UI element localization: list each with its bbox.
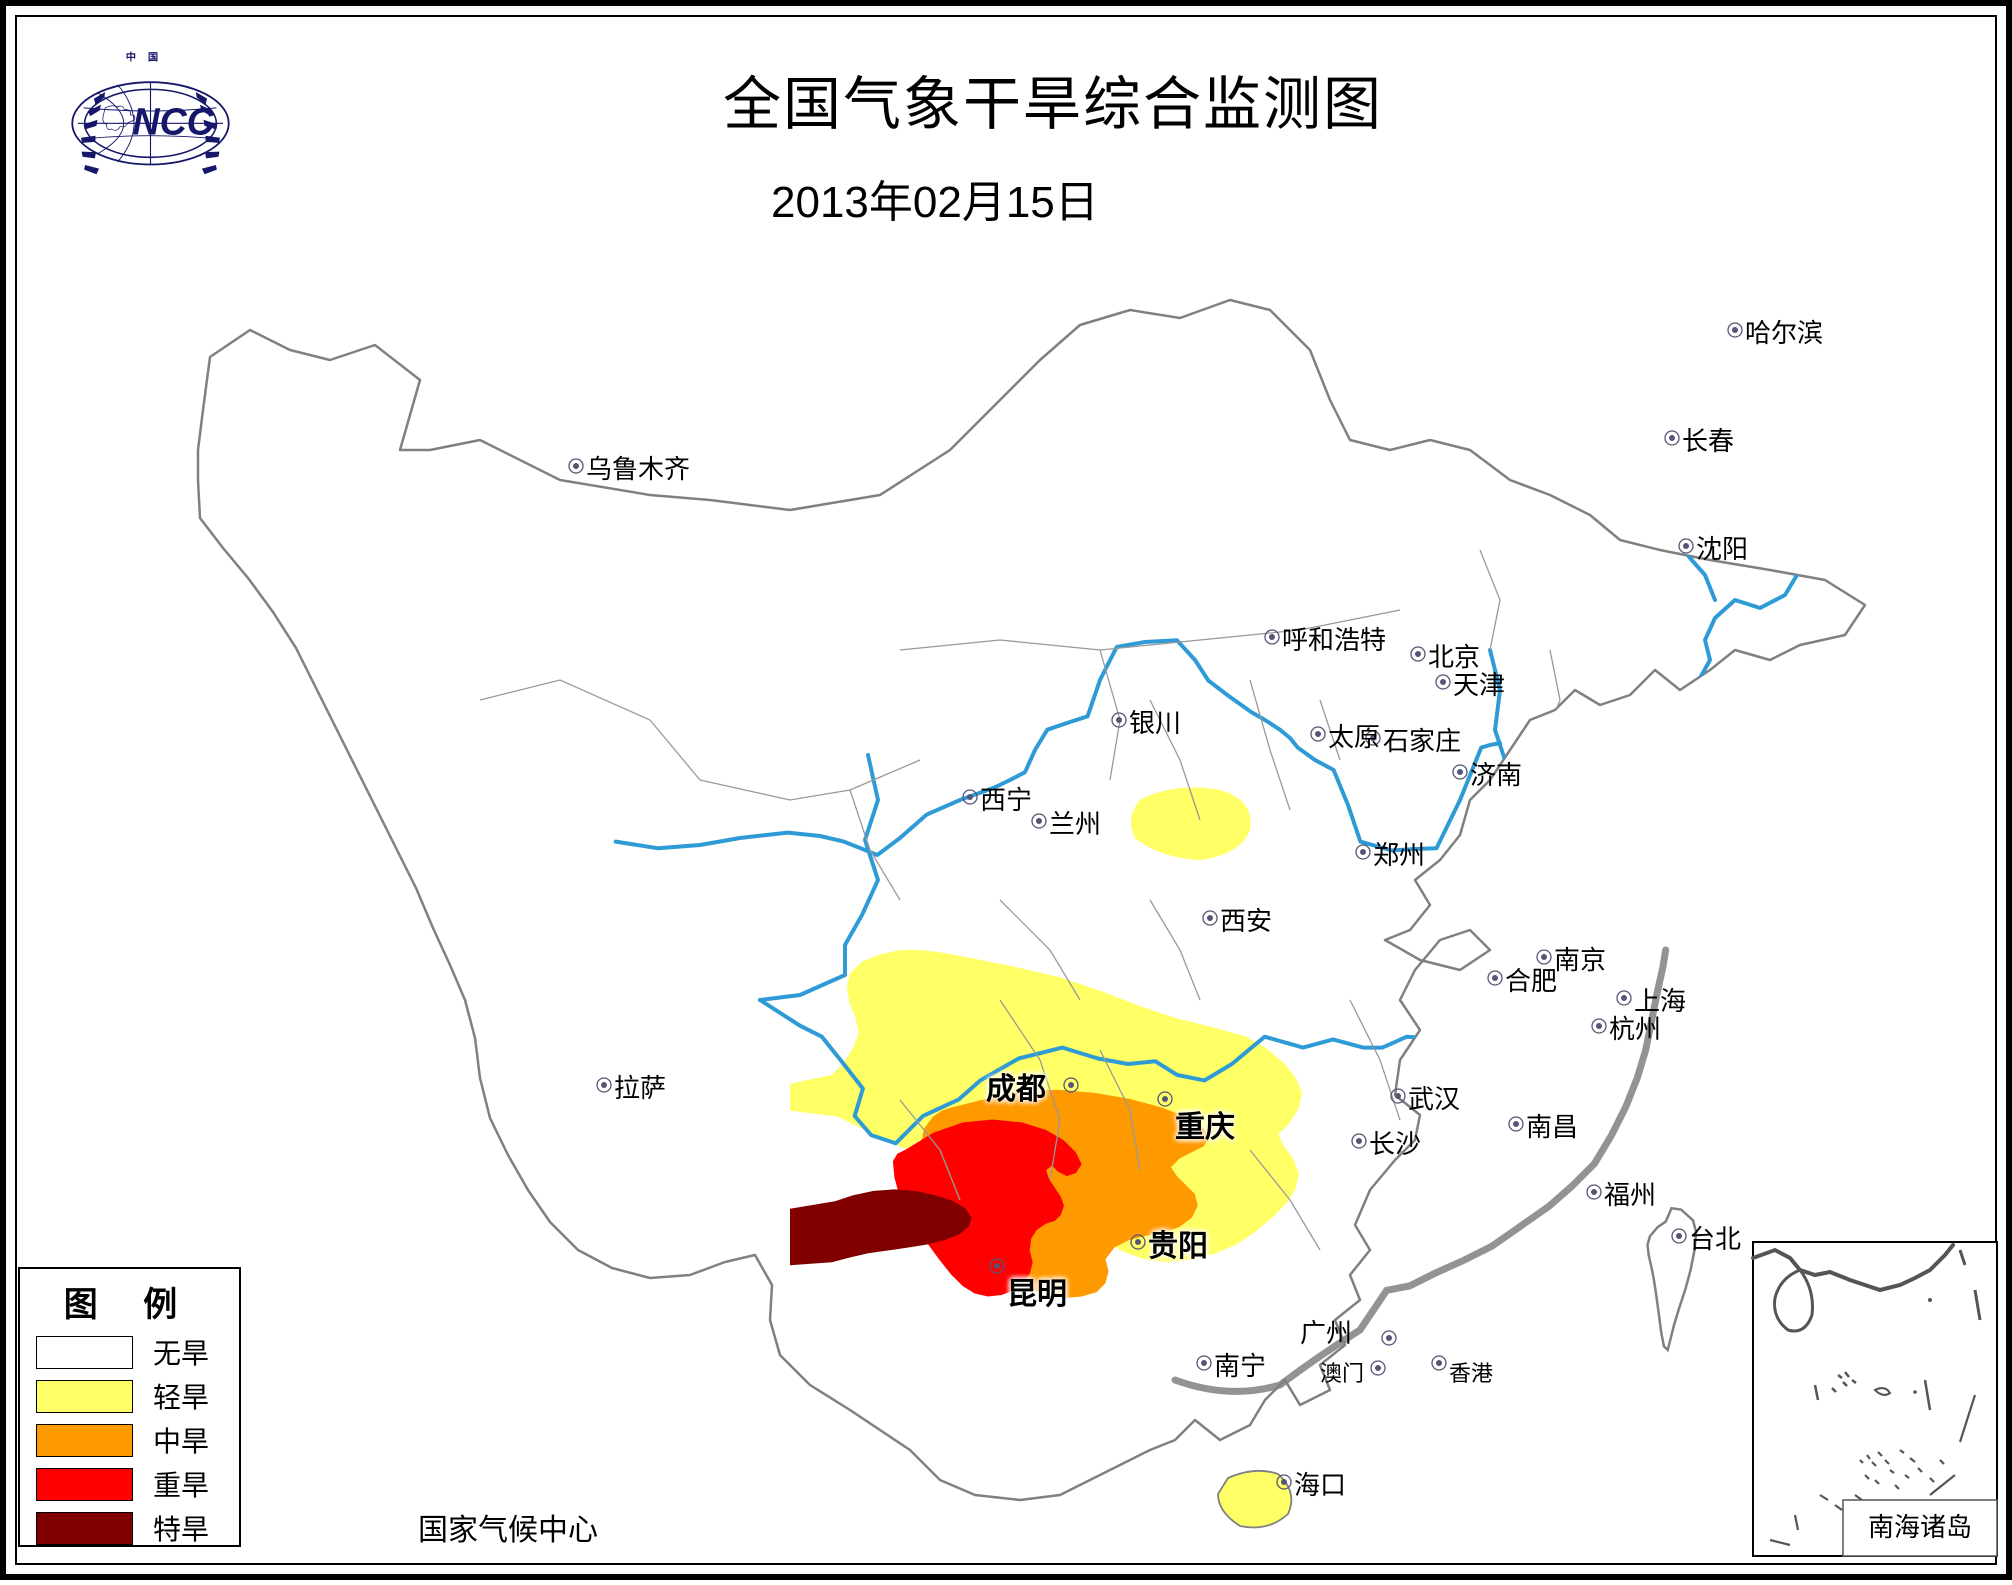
svg-text:南海诸岛: 南海诸岛 — [1868, 1512, 1972, 1542]
